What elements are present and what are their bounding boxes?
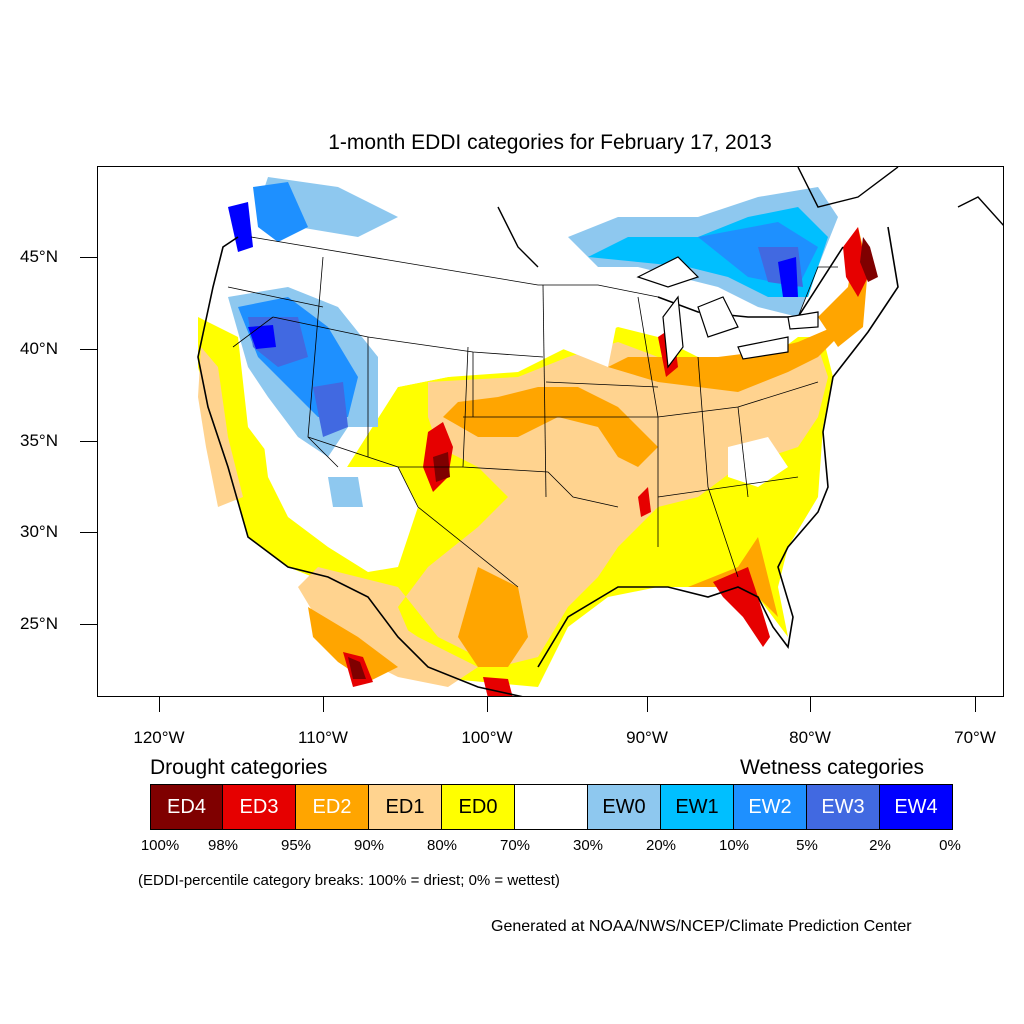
- legend-break-label: 95%: [280, 837, 312, 854]
- ew4-region-greatlakes: [778, 257, 798, 297]
- legend-break-label: 90%: [353, 837, 385, 854]
- lon-tick: [323, 697, 324, 712]
- lat-label-30: 30°N: [20, 522, 58, 541]
- lon-label-90: 90°W: [626, 728, 668, 747]
- map-canvas: [197, 167, 1003, 696]
- lon-label-80: 80°W: [789, 728, 831, 747]
- wetness-heading: Wetness categories: [740, 756, 925, 779]
- lat-label-25: 25°N: [20, 614, 58, 633]
- lat-tick: [80, 624, 97, 625]
- drought-heading: Drought categories: [150, 756, 328, 779]
- legend-color-bar: ED4 ED3 ED2 ED1 ED0 EW0 EW1 EW2 EW3 EW4: [150, 784, 953, 830]
- lat-label-35: 35°N: [20, 431, 58, 450]
- legend-swatch-ed2: ED2: [296, 784, 369, 830]
- legend-swatch-ed1: ED1: [369, 784, 442, 830]
- lon-label-70: 70°W: [954, 728, 996, 747]
- canada-coast: [497, 167, 1003, 268]
- ew3-region-utah: [313, 382, 348, 437]
- lon-label-100: 100°W: [461, 728, 513, 747]
- ed2-region-texas: [458, 567, 528, 667]
- lat-tick: [80, 257, 97, 258]
- ed4-region-maine: [860, 237, 878, 282]
- legend-break-label: 0%: [939, 837, 961, 854]
- legend-swatch-ew1: EW1: [661, 784, 734, 830]
- legend-swatch-ew0: EW0: [588, 784, 661, 830]
- ew4-region-wa: [228, 202, 253, 252]
- lon-label-110: 110°W: [298, 728, 348, 747]
- lat-tick: [80, 532, 97, 533]
- lon-tick: [975, 697, 976, 712]
- legend-swatch-ew3: EW3: [807, 784, 880, 830]
- ed1-region: [298, 342, 828, 677]
- legend-break-label: 20%: [645, 837, 677, 854]
- eddi-map: [97, 166, 1004, 697]
- legend-break-label: 10%: [718, 837, 750, 854]
- ed3-region-mexico2: [483, 677, 513, 696]
- lon-tick: [159, 697, 160, 712]
- legend-break-label: 98%: [207, 837, 239, 854]
- map-title: 1-month EDDI categories for February 17,…: [328, 131, 772, 154]
- legend-break-label: 5%: [796, 837, 818, 854]
- legend-break-label: 2%: [869, 837, 891, 854]
- lat-tick: [80, 349, 97, 350]
- state-boundaries: [227, 236, 838, 588]
- credit-line: Generated at NOAA/NWS/NCEP/Climate Predi…: [491, 918, 912, 935]
- ed1-region-west: [198, 347, 243, 507]
- legend-break-label: 80%: [426, 837, 458, 854]
- ed2-region-mexico: [308, 607, 398, 682]
- ed4-region-mexico: [348, 657, 366, 679]
- legend-break-label: 100%: [140, 837, 180, 854]
- legend-swatch-ew2: EW2: [734, 784, 807, 830]
- great-lakes: [636, 256, 819, 369]
- legend-break-label: 30%: [572, 837, 604, 854]
- lat-tick: [80, 441, 97, 442]
- lon-tick: [810, 697, 811, 712]
- lon-label-120: 120°W: [133, 728, 185, 747]
- lon-tick: [487, 697, 488, 712]
- legend-swatch-ed0: ED0: [442, 784, 515, 830]
- legend-note: (EDDI-percentile category breaks: 100% =…: [138, 872, 560, 889]
- ed2-region-plains: [443, 387, 658, 467]
- ed3-region-florida: [713, 567, 770, 647]
- ed3-region-ms: [638, 487, 651, 517]
- ed1-region-mexico: [298, 587, 478, 687]
- ew2-region-wa: [253, 182, 308, 242]
- ed3-region-ma: [843, 227, 868, 297]
- legend-swatch-ed3: ED3: [223, 784, 296, 830]
- legend-swatch-ew4: EW4: [880, 784, 953, 830]
- lat-label-40: 40°N: [20, 339, 58, 358]
- legend-swatch-normal: [515, 784, 588, 830]
- legend-break-label: 70%: [499, 837, 531, 854]
- legend-swatch-ed4: ED4: [150, 784, 223, 830]
- coastline: [197, 226, 899, 696]
- lon-tick: [647, 697, 648, 712]
- lat-label-45: 45°N: [20, 247, 58, 266]
- ew0-region-az: [328, 477, 363, 507]
